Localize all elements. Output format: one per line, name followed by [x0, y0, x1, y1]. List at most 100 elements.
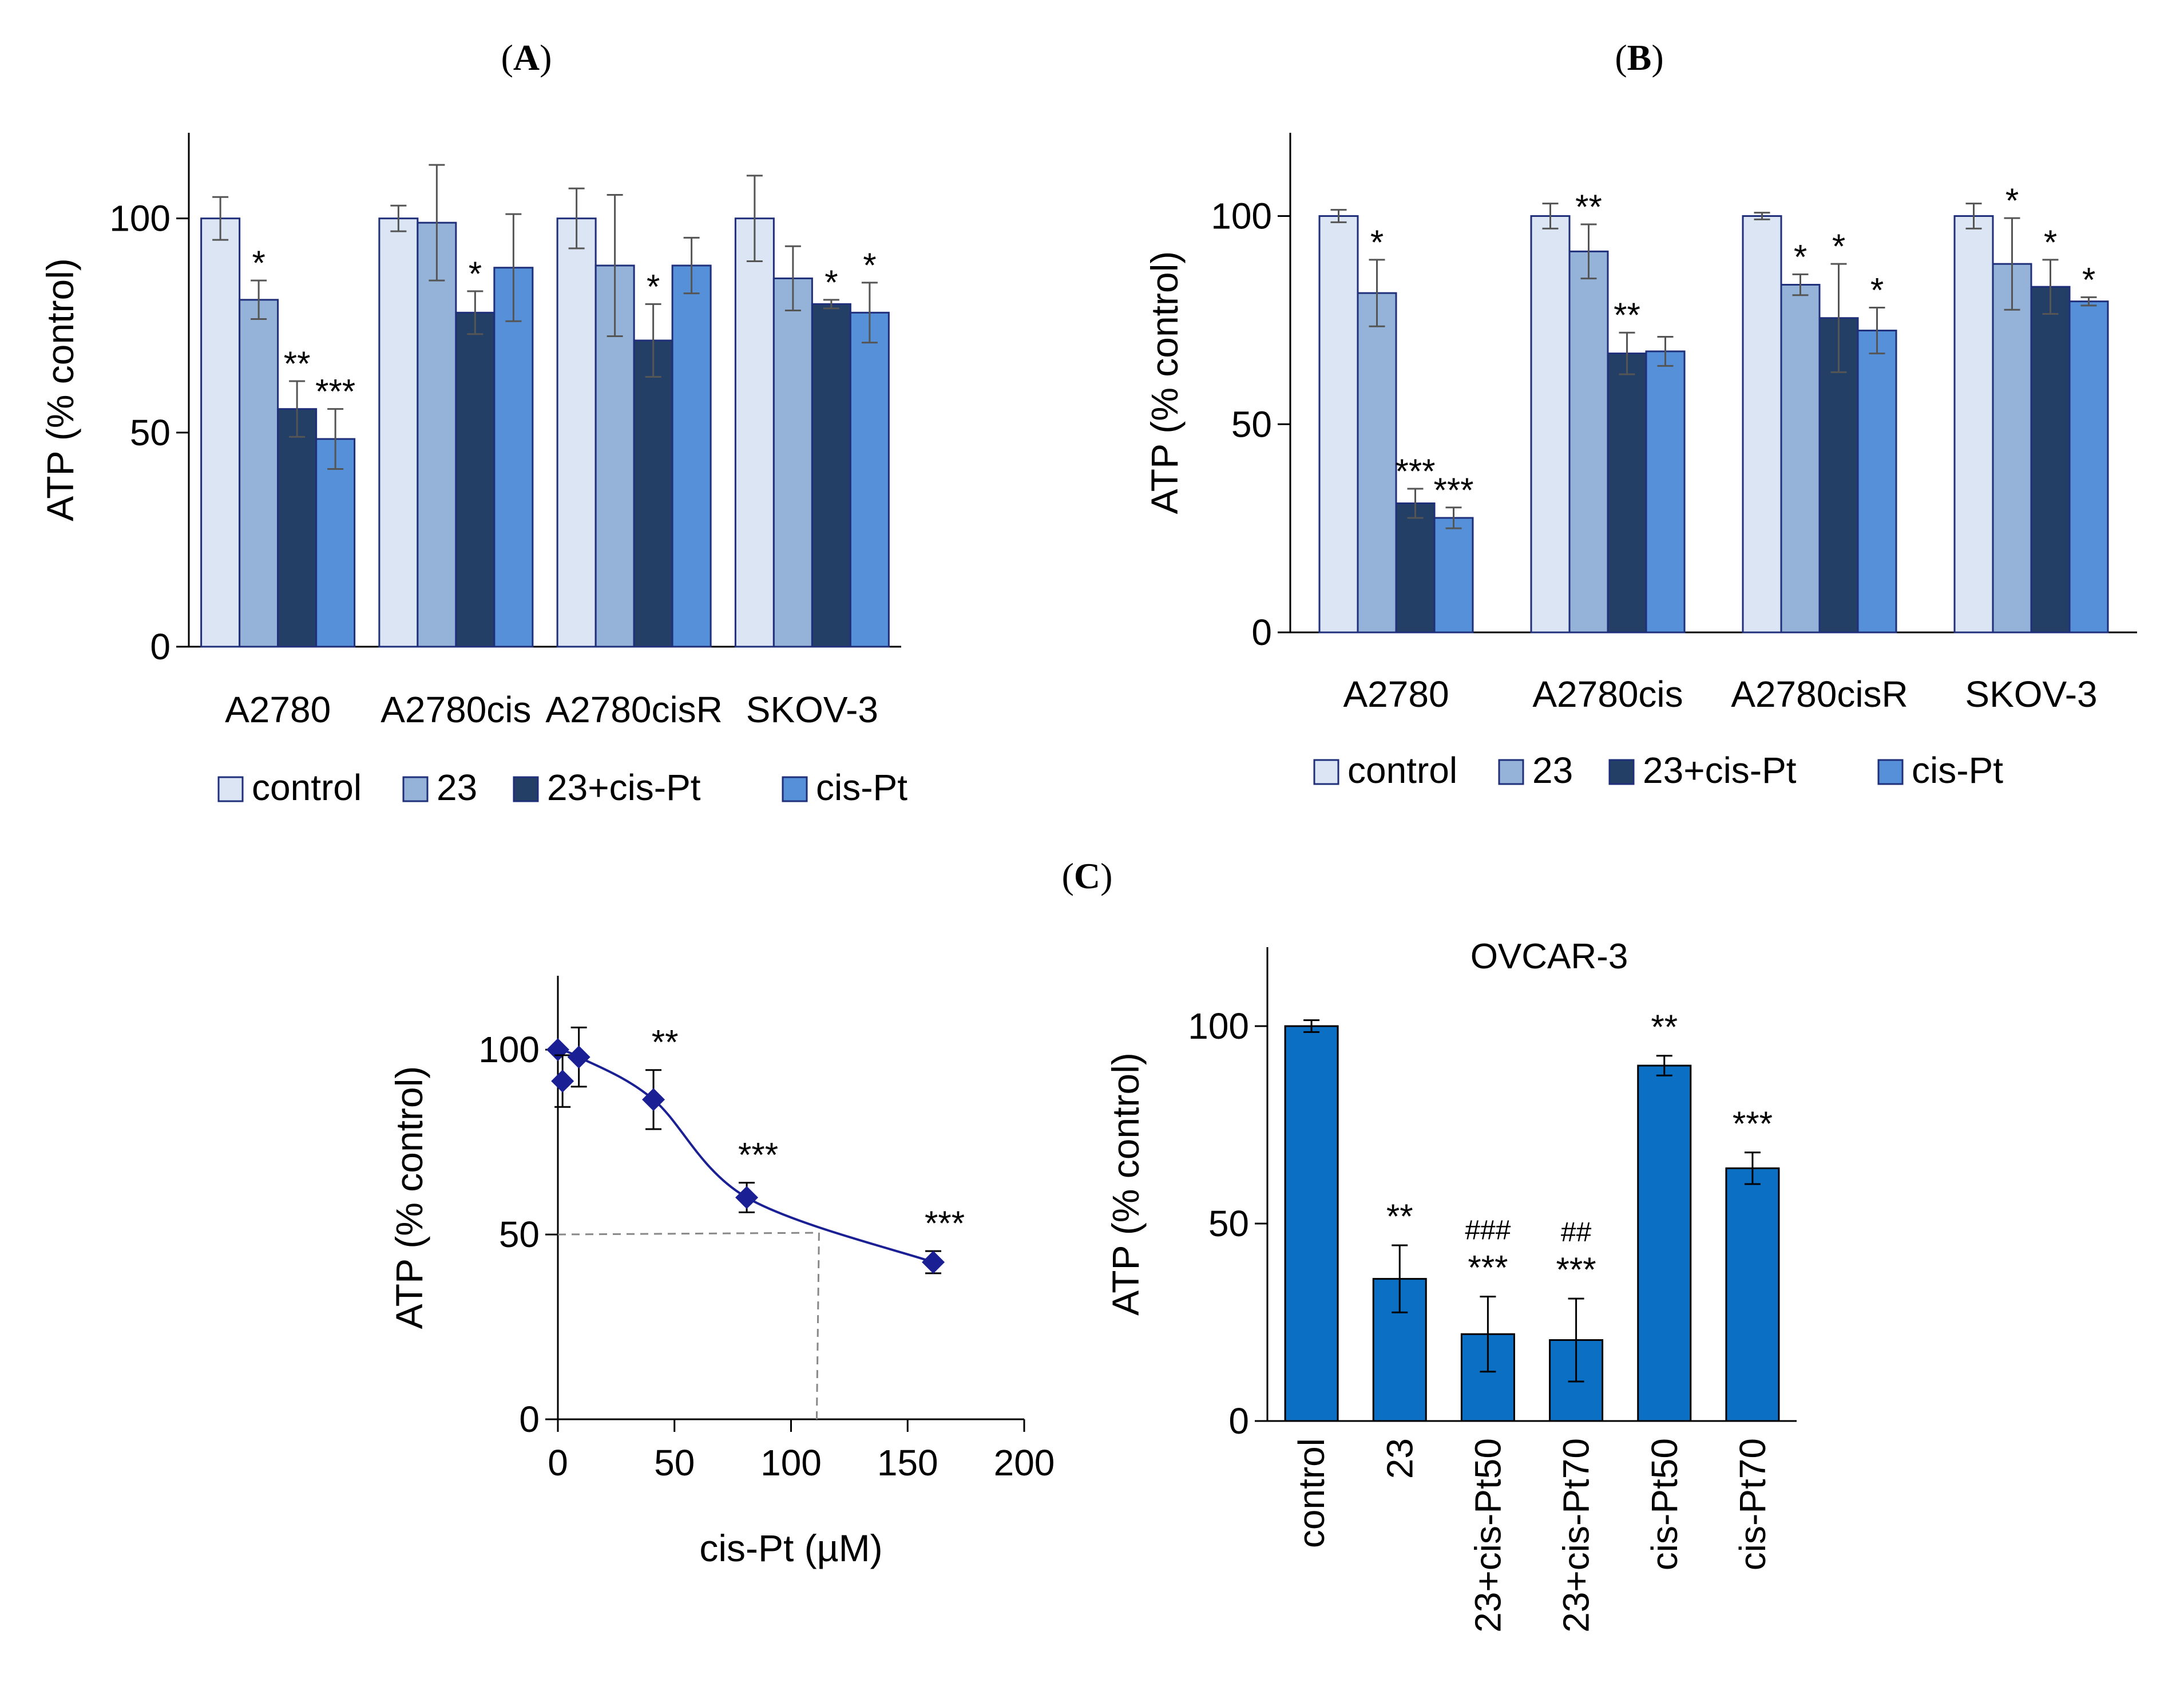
y-tick-label: 50	[130, 412, 171, 453]
y-tick-label: 0	[1228, 1400, 1249, 1442]
significance-label: **	[1651, 1008, 1678, 1046]
panel-label-c: (C)	[1062, 856, 1113, 896]
bar-a2780-control	[200, 217, 241, 648]
significance-label: ***	[738, 1136, 778, 1174]
legend-swatch-control	[217, 776, 244, 802]
panel-label-a: (A)	[501, 37, 552, 78]
y-tick-label: 50	[1231, 403, 1272, 445]
legend-swatch-23	[1498, 759, 1524, 785]
data-point	[922, 1250, 945, 1274]
significance-label: ***	[925, 1204, 965, 1242]
data-point	[642, 1088, 665, 1111]
x-tick-label: cis-Pt70	[1732, 1438, 1773, 1570]
x-tick-label: A2780cisR	[545, 689, 723, 730]
significance-label: **	[1386, 1197, 1413, 1236]
chart-c-ovcar3: 0 50 100 ATP (% control) OVCAR-3 control ** 23 *…	[1104, 937, 1797, 1633]
x-tick-label: 23	[1379, 1438, 1420, 1479]
significance-label: *	[647, 267, 660, 306]
legend-label-cis-pt: cis-Pt	[816, 767, 907, 808]
legend-label-23-cis-pt: 23+cis-Pt	[1643, 750, 1797, 791]
significance-label: *	[252, 244, 265, 282]
bar-skov-3-23	[1992, 263, 2032, 634]
bar-a2780cis-23	[1568, 250, 1609, 634]
y-axis-label: ATP (% control)	[1104, 1052, 1147, 1316]
x-tick-label: SKOV-3	[1965, 674, 2097, 715]
bar-a2780cis-cis-pt	[1645, 350, 1686, 634]
significance-label: *	[863, 246, 876, 284]
x-tick-label: 23+cis-Pt50	[1467, 1438, 1508, 1633]
significance-label: ***	[1395, 452, 1435, 490]
bar-a2780cis-control	[378, 217, 419, 648]
panel-label-b: (B)	[1615, 37, 1663, 78]
x-tick-label: control	[1291, 1438, 1332, 1548]
y-tick-label: 100	[109, 198, 171, 239]
bar-a2780-23-cis-pt	[1395, 502, 1436, 634]
bar-skov-3-cis-pt	[849, 311, 890, 648]
significance-label: *	[469, 255, 482, 293]
y-axis-label: ATP (% control)	[39, 258, 81, 521]
x-tick-label: A2780	[225, 689, 331, 730]
x-tick-label: A2780	[1343, 674, 1449, 715]
x-tick-label: A2780cis	[1532, 674, 1683, 715]
bar-a2780-23	[1357, 292, 1397, 634]
y-tick-label: 100	[1188, 1006, 1249, 1047]
bar-a2780cisr-23	[1780, 284, 1821, 634]
legend-swatch-23-cis-pt	[1608, 759, 1635, 785]
bar-a2780-cis-pt	[1433, 517, 1474, 634]
ic50-horizontal-line	[557, 1232, 819, 1236]
legend-label-23-cis-pt: 23+cis-Pt	[547, 767, 701, 808]
y-tick-label: 50	[1208, 1203, 1249, 1244]
legend-label-cis-pt: cis-Pt	[1912, 750, 2003, 791]
x-tick-label: 23+cis-Pt70	[1556, 1438, 1597, 1633]
bar-a2780cis-23-cis-pt	[1607, 353, 1647, 634]
bar-a2780cis-control	[1530, 215, 1571, 634]
legend-swatch-23-cis-pt	[513, 776, 539, 802]
bar-a2780cis-cis-pt	[493, 267, 534, 648]
y-tick-label: 100	[478, 1029, 540, 1070]
significance-hash-label: ###	[1465, 1216, 1511, 1246]
legend-label-control: control	[1347, 750, 1457, 791]
bar-cis-pt50	[1637, 1064, 1692, 1422]
y-axis-label: ATP (% control)	[1143, 251, 1186, 514]
significance-label: *	[2005, 181, 2019, 220]
data-point	[735, 1186, 759, 1209]
bar-a2780cis-23-cis-pt	[455, 311, 496, 648]
bar-a2780-cis-pt	[315, 438, 356, 648]
legend-swatch-cis-pt	[782, 776, 808, 802]
significance-label: *	[1832, 227, 1845, 266]
bar-control	[1284, 1025, 1339, 1422]
legend-swatch-control	[1313, 759, 1339, 785]
significance-label: **	[1614, 296, 1640, 334]
y-tick-label: 0	[519, 1399, 540, 1440]
significance-label: *	[1370, 223, 1384, 262]
bar-a2780cisr-23-cis-pt	[633, 339, 673, 648]
x-axis-label: cis-Pt (µM)	[699, 1527, 882, 1569]
bar-a2780cisr-cis-pt	[671, 264, 712, 648]
legend-swatch-cis-pt	[1877, 759, 1904, 785]
significance-label: *	[1794, 238, 1807, 276]
x-tick-label: 50	[654, 1442, 695, 1483]
chart-title: OVCAR-3	[1470, 937, 1628, 976]
bar-skov-3-control	[734, 217, 775, 648]
legend-label-23: 23	[437, 767, 477, 808]
bar-skov-3-23	[772, 277, 813, 648]
bar-a2780cis-23	[417, 221, 457, 648]
y-tick-label: 50	[499, 1214, 540, 1255]
bar-cis-pt70	[1725, 1167, 1780, 1422]
significance-label: ***	[1733, 1105, 1773, 1143]
legend-label-23: 23	[1532, 750, 1573, 791]
x-tick-label: 200	[994, 1442, 1055, 1483]
significance-label: **	[284, 345, 311, 383]
significance-label: **	[652, 1023, 679, 1062]
x-tick-label: cis-Pt50	[1644, 1438, 1685, 1570]
significance-label: **	[1575, 188, 1602, 226]
bar-a2780cisr-control	[1742, 215, 1782, 634]
legend-label-control: control	[252, 767, 362, 808]
significance-label: *	[825, 263, 838, 302]
x-tick-label: 100	[760, 1442, 822, 1483]
x-tick-label: A2780cis	[380, 689, 531, 730]
significance-label: ***	[315, 373, 355, 411]
bar-skov-3-cis-pt	[2068, 300, 2109, 634]
